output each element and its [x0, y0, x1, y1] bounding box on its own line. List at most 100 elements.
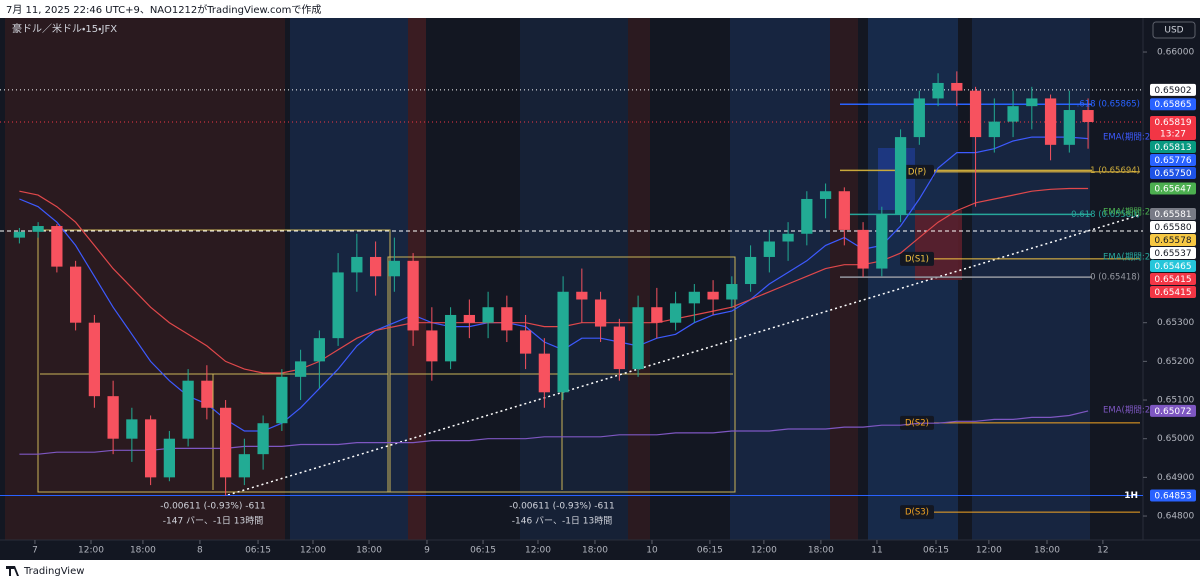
candle-body: [894, 137, 907, 215]
candle-body: [32, 226, 44, 232]
candle-body: [107, 396, 119, 439]
candle-body: [388, 260, 400, 277]
candle-body: [801, 198, 813, 234]
price-label: 0.65415: [1154, 275, 1191, 285]
measure-bars: -146 バー、-1日 13時間: [512, 516, 612, 527]
candle-body: [1026, 98, 1038, 107]
price-label-box: [1150, 260, 1196, 273]
candle-body: [519, 330, 532, 354]
top-bar: [0, 0, 1200, 18]
fib-label: 0.618 (0.65580): [1071, 210, 1140, 220]
ema-label: EMA(期間:20: [1103, 133, 1156, 143]
candle-body: [69, 266, 82, 323]
candle-body: [913, 98, 925, 138]
candle-body: [13, 231, 25, 238]
candle-body: [294, 361, 307, 377]
candle-body: [688, 291, 700, 304]
x-tick-label: 18:00: [582, 546, 608, 556]
brand-logo: [6, 566, 19, 576]
price-line-tag: 1H: [1124, 491, 1138, 501]
candle-body: [144, 419, 157, 478]
x-tick-label: 12: [1097, 546, 1108, 556]
price-countdown: 13:27: [1160, 130, 1186, 140]
plot: [0, 71, 1143, 520]
indicator-line: [19, 136, 1089, 432]
measure-change: -0.00611 (-0.93%) -611: [509, 502, 614, 512]
price-label-box: [1150, 182, 1196, 195]
measure-box: [387, 256, 736, 493]
fib-label: .618 (0.65865): [1077, 100, 1140, 110]
price-label-box: [1150, 286, 1196, 299]
x-tick-label: 7: [32, 546, 38, 556]
pivot-box: [900, 251, 934, 266]
x-tick-label: 18:00: [130, 546, 156, 556]
x-tick-label: 12:00: [525, 546, 551, 556]
price-label-box: [1150, 221, 1196, 234]
y-tick-label: 0.65300: [1157, 318, 1194, 328]
candle-body: [594, 299, 607, 327]
candle-body: [257, 423, 269, 455]
ema-label: EMA(期間:20: [1103, 208, 1156, 218]
fib-label: 0 (0.65418): [1090, 273, 1140, 283]
price-label-box: [1150, 247, 1196, 260]
ema-label: EMA(期間:20: [1103, 252, 1156, 262]
candle-body: [426, 330, 438, 362]
x-tick-label: 8: [197, 546, 203, 556]
candle-body: [782, 233, 794, 242]
candle-body: [838, 191, 850, 230]
indicator-line: [19, 187, 1089, 374]
x-tick-label: 11: [871, 546, 882, 556]
candle-body: [857, 229, 869, 269]
price-label-box: [1150, 273, 1196, 286]
measure-change: -0.00611 (-0.93%) -611: [160, 502, 265, 512]
y-tick-label: 0.65100: [1157, 396, 1194, 406]
price-label-box: [1150, 116, 1196, 141]
price-label: 0.65578: [1154, 236, 1191, 246]
price-label-box: [1150, 98, 1196, 111]
candle-body: [763, 241, 775, 257]
currency-box[interactable]: [1152, 21, 1196, 39]
x-tick-label: 18:00: [356, 546, 382, 556]
band: [830, 18, 858, 540]
candle-body: [1007, 106, 1019, 122]
candle-body: [1044, 98, 1057, 145]
band: [520, 18, 628, 540]
candle-body: [951, 82, 963, 91]
x-tick-label: 12:00: [751, 546, 777, 556]
band: [628, 18, 650, 540]
candle-body: [613, 326, 625, 370]
price-label-box: [1150, 234, 1196, 247]
y-tick-label: 0.64900: [1157, 473, 1194, 483]
candle-body: [876, 214, 888, 269]
candle-body: [669, 303, 682, 323]
candle-body: [576, 291, 588, 300]
candle-body: [744, 256, 757, 285]
candle-body: [482, 307, 494, 323]
price-label-box: [1150, 208, 1196, 221]
price-label: 0.65819: [1154, 118, 1191, 128]
candle-body: [726, 284, 738, 300]
measure-box: [37, 229, 391, 493]
y-tick-label: 0.65000: [1157, 434, 1194, 444]
candle-body: [707, 291, 719, 300]
x-tick-label: 12:00: [976, 546, 1002, 556]
y-tick-label: 0.65200: [1157, 357, 1194, 367]
price-label: 0.65537: [1154, 249, 1191, 259]
measure-bars: -147 バー、-1日 13時間: [163, 516, 263, 527]
candle-body: [51, 226, 63, 267]
candle-body: [988, 121, 1000, 138]
candle-body: [238, 454, 250, 478]
band: [972, 18, 1090, 540]
price-label: 0.65465: [1154, 262, 1191, 272]
x-tick-label: 10: [646, 546, 658, 556]
price-label-box: [1150, 154, 1196, 167]
x-tick-label: 9: [424, 546, 430, 556]
price-label: 0.65813: [1154, 143, 1191, 153]
candle-body: [557, 291, 569, 393]
price-label: 0.65415: [1154, 288, 1191, 298]
ema-label: EMA(期間:20: [1103, 406, 1156, 416]
pivot-box: [900, 415, 934, 430]
